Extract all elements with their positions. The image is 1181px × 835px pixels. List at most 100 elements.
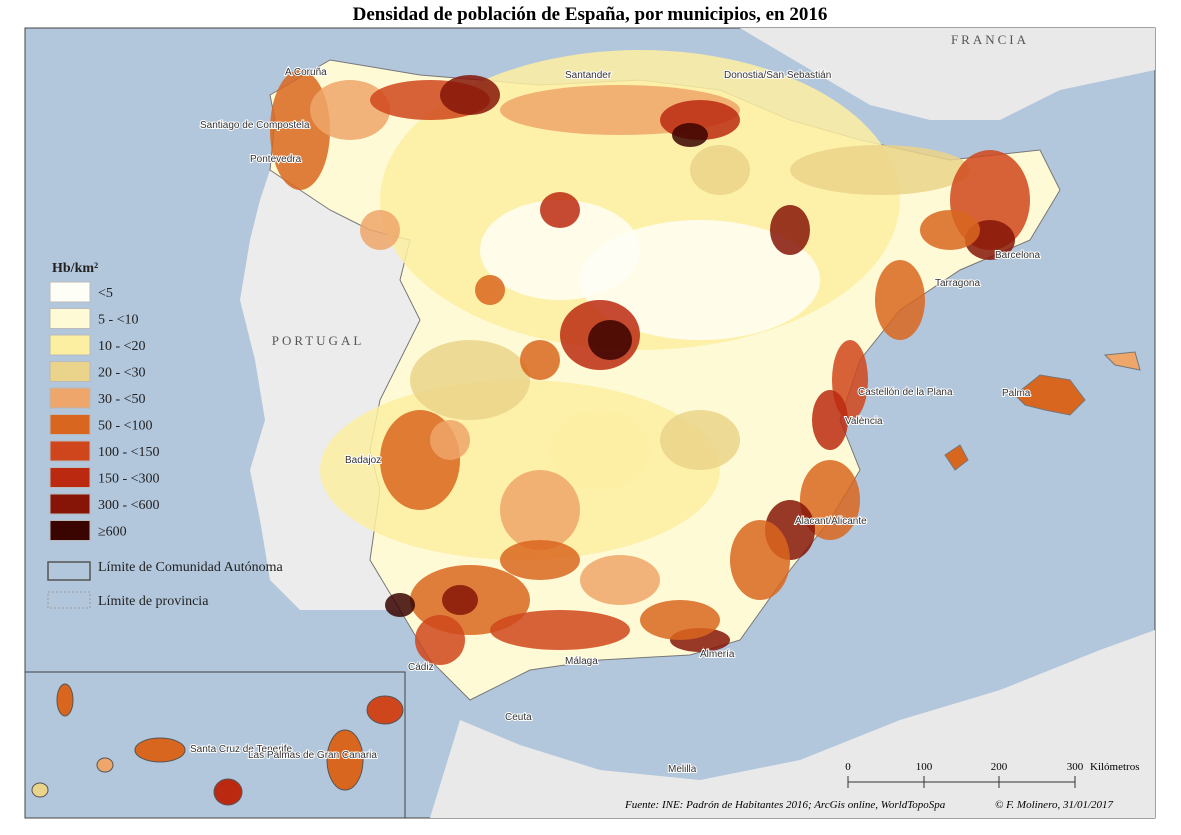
place-label: Alacant/Alicante: [795, 516, 867, 527]
place-label: Santander: [565, 70, 612, 81]
density-area: [672, 123, 708, 147]
legend-swatch: [47, 591, 91, 609]
island: [213, 778, 243, 806]
density-area: [920, 210, 980, 250]
density-area: [480, 200, 640, 300]
legend-label: 20 - <30: [98, 366, 146, 381]
legend: <5 5 - <10 10 - <20 20 - <30 30 - <50 50 - <1…: [49, 281, 160, 541]
place-label: Las Palmas de Gran Canaria: [248, 750, 377, 761]
density-area: [640, 600, 720, 640]
density-area: [550, 410, 650, 490]
density-area: [660, 410, 740, 470]
place-label: Málaga: [565, 656, 598, 667]
place-label: Ceuta: [505, 712, 532, 723]
density-area: [442, 585, 478, 615]
density-area: [800, 460, 860, 540]
density-area: [875, 260, 925, 340]
density-area: [385, 593, 415, 617]
place-label: Barcelona: [995, 250, 1040, 261]
place-label: Melilla: [668, 764, 697, 775]
menorca: [1103, 351, 1141, 371]
density-area: [490, 610, 630, 650]
scale-label: 100: [916, 761, 933, 773]
island: [366, 695, 404, 725]
legend-swatch: [49, 520, 91, 541]
legend-swatch: [49, 361, 91, 382]
density-area: [812, 390, 848, 450]
density-areas: [270, 50, 1030, 665]
france: [25, 28, 1155, 120]
density-area: [770, 205, 810, 255]
legend-swatch: [49, 387, 91, 409]
density-area: [360, 210, 400, 250]
canary-islands: [31, 683, 404, 806]
legend-label: 10 - <20: [98, 339, 146, 354]
place-label: Donostia/San Sebastián: [724, 70, 831, 81]
africa: [430, 630, 1155, 818]
place-label: València: [845, 416, 883, 427]
mallorca: [1014, 374, 1086, 416]
legend-title: Hb/km²: [52, 261, 98, 276]
density-area: [410, 340, 530, 420]
scale-label: 200: [991, 761, 1008, 773]
source: Fuente: INE: Padrón de Habitantes 2016; …: [624, 799, 946, 811]
legend-label: 30 - <50: [98, 392, 146, 407]
place-label: Cádiz: [408, 662, 434, 673]
scale-label: 300: [1067, 761, 1084, 773]
density-area: [430, 420, 470, 460]
legend-swatch: [47, 561, 91, 581]
legend-swatch: [49, 281, 91, 303]
legend-label: ≥600: [98, 525, 127, 540]
density-area: [310, 80, 390, 140]
density-area: [500, 470, 580, 550]
legend-label: Límite de provincia: [98, 594, 209, 609]
ibiza: [944, 444, 969, 471]
legend-label: <5: [98, 286, 113, 301]
density-area: [500, 540, 580, 580]
place-label: Palma: [1002, 388, 1031, 399]
credit: © F. Molinero, 31/01/2017: [995, 799, 1114, 811]
place-label: Almería: [700, 649, 735, 660]
legend-swatch: [49, 440, 91, 462]
scale-unit: Kilómetros: [1090, 761, 1140, 773]
legend-swatch: [49, 467, 91, 488]
place-label: Tarragona: [935, 278, 980, 289]
density-area: [540, 192, 580, 228]
place-label: Santa Cruz de Tenerife: [190, 744, 293, 755]
title: Densidad de población de España, por mun…: [353, 4, 828, 25]
country-label: PORTUGAL: [272, 333, 365, 348]
legend-label: 5 - <10: [98, 313, 139, 328]
legend-swatch: [49, 493, 91, 515]
place-label: Pontevedra: [250, 154, 302, 165]
scale-bar: 0 100 200 300 Kilómetros: [845, 761, 1140, 788]
density-area: [415, 615, 465, 665]
legend-label: 300 - <600: [98, 498, 160, 513]
legend-swatch: [49, 308, 91, 329]
density-area: [790, 145, 970, 195]
legend-swatch: [49, 334, 91, 356]
island: [96, 757, 114, 773]
island: [31, 782, 49, 798]
place-label: Santiago de Compostela: [200, 120, 310, 131]
density-area: [440, 75, 500, 115]
density-area: [580, 555, 660, 605]
country-label: FRANCIA: [951, 32, 1029, 47]
density-area: [475, 275, 505, 305]
density-area: [730, 520, 790, 600]
place-label: Castellón de la Plana: [858, 387, 953, 398]
legend-label: 150 - <300: [98, 472, 160, 487]
legend-swatch: [49, 414, 91, 435]
legend-label: 50 - <100: [98, 419, 153, 434]
island: [56, 683, 74, 717]
island: [134, 737, 186, 763]
density-area: [690, 145, 750, 195]
legend-label: Límite de Comunidad Autónoma: [98, 560, 283, 575]
density-area: [588, 320, 632, 360]
place-label: Badajoz: [345, 455, 381, 466]
scale-label: 0: [845, 761, 851, 773]
legend-label: 100 - <150: [98, 445, 160, 460]
place-label: A Coruña: [285, 67, 327, 78]
island: [326, 729, 364, 791]
